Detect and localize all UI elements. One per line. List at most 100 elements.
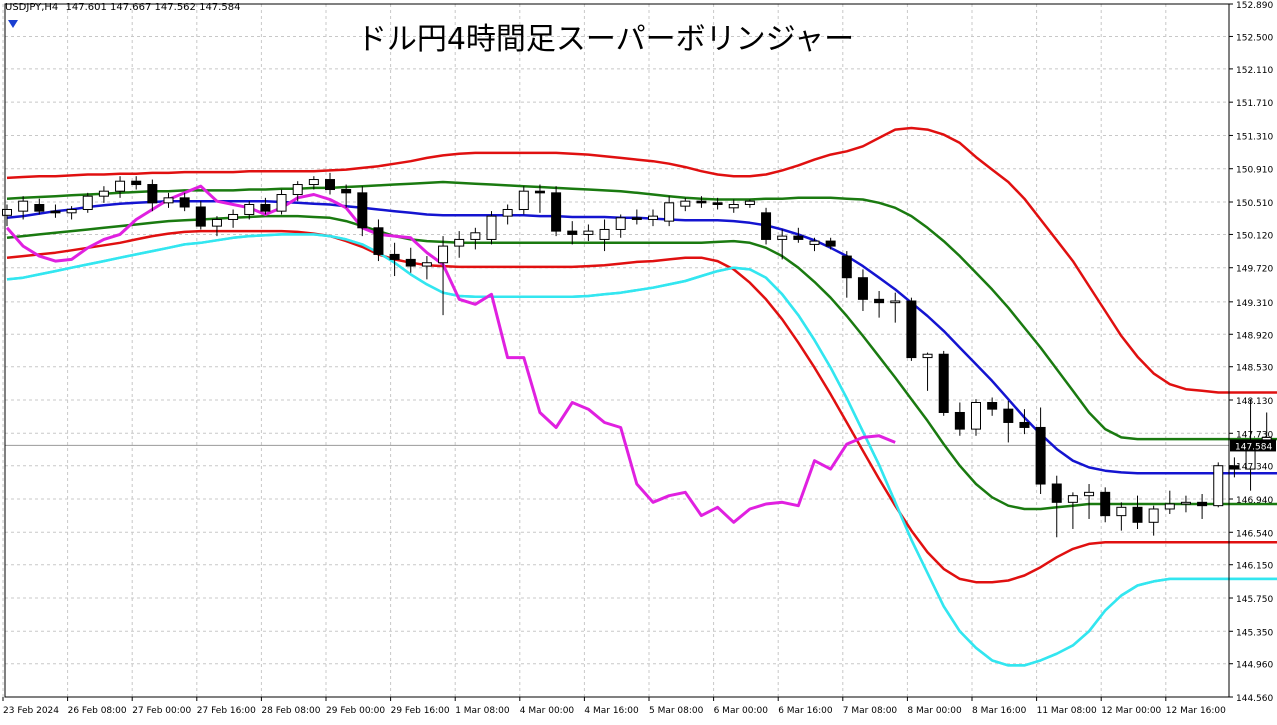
x-tick-label: 8 Mar 16:00: [972, 706, 1027, 716]
plot-border: [5, 4, 1229, 697]
x-tick-label: 23 Feb 2024: [3, 706, 59, 716]
candle-bull: [665, 203, 674, 221]
x-tick-label: 12 Mar 00:00: [1101, 706, 1161, 716]
candle-bull: [1165, 504, 1174, 509]
candle-bear: [552, 193, 561, 231]
candle-bear: [794, 236, 803, 239]
candle-bull: [277, 195, 286, 212]
candle-bear: [988, 402, 997, 409]
candle-bull: [99, 191, 108, 196]
candle-bull: [1181, 502, 1190, 504]
candle-bear: [148, 185, 157, 203]
candle-bull: [439, 246, 448, 263]
y-tick-label: 146.150: [1236, 562, 1273, 572]
candle-bull: [116, 181, 125, 191]
candle-bear: [842, 256, 851, 278]
candle-bear: [535, 191, 544, 193]
candle-bear: [762, 213, 771, 240]
chart-title-text: ドル円4時間足スーパーボリンジャー: [357, 14, 854, 58]
candle-bear: [826, 241, 835, 246]
candle-bear: [1198, 502, 1207, 505]
candle-bear: [196, 207, 205, 226]
candle-bull: [212, 219, 221, 226]
candle-bear: [51, 211, 60, 213]
y-tick-label: 151.310: [1236, 132, 1273, 142]
y-tick-label: 146.540: [1236, 529, 1273, 539]
x-tick-label: 8 Mar 00:00: [907, 706, 962, 716]
candle-bull: [1117, 507, 1126, 515]
candle-bear: [955, 412, 964, 429]
y-tick-label: 147.730: [1236, 430, 1273, 440]
candle-bear: [326, 180, 335, 190]
y-tick-label: 144.960: [1236, 661, 1273, 671]
candle-bull: [778, 236, 787, 239]
y-tick-label: 145.750: [1236, 595, 1273, 605]
candle-bear: [568, 231, 577, 234]
y-tick-label: 151.710: [1236, 99, 1273, 109]
y-tick-label: 152.890: [1236, 1, 1273, 11]
symbol-label: USDJPY,H4: [5, 2, 58, 13]
chart-header: USDJPY,H4 147.601 147.667 147.562 147.58…: [5, 2, 240, 13]
candle-bear: [132, 181, 141, 184]
x-tick-label: 6 Mar 16:00: [778, 706, 833, 716]
candle-bear: [406, 259, 415, 266]
candle-bear: [1052, 484, 1061, 502]
x-tick-label: 5 Mar 08:00: [649, 706, 704, 716]
y-tick-label: 146.940: [1236, 496, 1273, 506]
candle-bull: [164, 198, 173, 203]
candle-bear: [1133, 507, 1142, 522]
candle-bull: [83, 196, 92, 209]
candle-bear: [632, 218, 641, 220]
candle-bear: [35, 204, 44, 211]
x-tick-label: 28 Feb 08:00: [261, 706, 320, 716]
candle-bear: [261, 204, 270, 211]
y-tick-label: 149.310: [1236, 299, 1273, 309]
axis-layer: 152.890152.500152.110151.710151.310150.9…: [3, 1, 1276, 716]
candle-bull: [891, 301, 900, 303]
x-tick-label: 4 Mar 00:00: [520, 706, 575, 716]
candle-bear: [342, 190, 351, 193]
candle-bear: [1020, 422, 1029, 427]
candle-bull: [503, 209, 512, 216]
chart-title: ドル円4時間足スーパーボリンジャー: [0, 14, 1277, 58]
x-tick-label: 26 Feb 08:00: [68, 706, 127, 716]
ohlc-values: 147.601 147.667 147.562 147.584: [65, 2, 240, 13]
candle-bull: [455, 239, 464, 246]
x-tick-label: 29 Feb 16:00: [391, 706, 450, 716]
candle-bull: [923, 354, 932, 357]
candle-bear: [939, 354, 948, 412]
candle-bear: [390, 254, 399, 259]
candle-bull: [471, 233, 480, 240]
candle-bear: [1101, 492, 1110, 515]
y-tick-label: 144.560: [1236, 694, 1273, 704]
current-price-label: 147.584: [1235, 442, 1272, 452]
candle-bull: [293, 185, 302, 195]
y-tick-label: 148.130: [1236, 397, 1273, 407]
x-tick-label: 1 Mar 08:00: [455, 706, 510, 716]
x-tick-label: 6 Mar 00:00: [714, 706, 769, 716]
series-upper2: [7, 128, 1277, 393]
candle-bull: [810, 241, 819, 244]
candle-bull: [422, 263, 431, 266]
x-tick-label: 27 Feb 16:00: [197, 706, 256, 716]
candle-bull: [519, 191, 528, 209]
x-tick-label: 29 Feb 00:00: [326, 706, 385, 716]
candle-bull: [1085, 492, 1094, 495]
y-tick-label: 150.510: [1236, 199, 1273, 209]
y-tick-label: 150.910: [1236, 166, 1273, 176]
candle-bear: [713, 203, 722, 205]
y-tick-label: 148.920: [1236, 331, 1273, 341]
candle-bull: [649, 216, 658, 219]
candle-bull: [1068, 496, 1077, 503]
candle-bear: [697, 201, 706, 203]
y-tick-label: 148.530: [1236, 364, 1273, 374]
x-tick-label: 27 Feb 00:00: [132, 706, 191, 716]
candle-bull: [229, 214, 238, 219]
y-tick-label: 152.110: [1236, 66, 1273, 76]
candle-bull: [19, 201, 28, 211]
candle-bull: [745, 201, 754, 204]
y-tick-label: 149.720: [1236, 265, 1273, 275]
candle-bear: [858, 278, 867, 300]
